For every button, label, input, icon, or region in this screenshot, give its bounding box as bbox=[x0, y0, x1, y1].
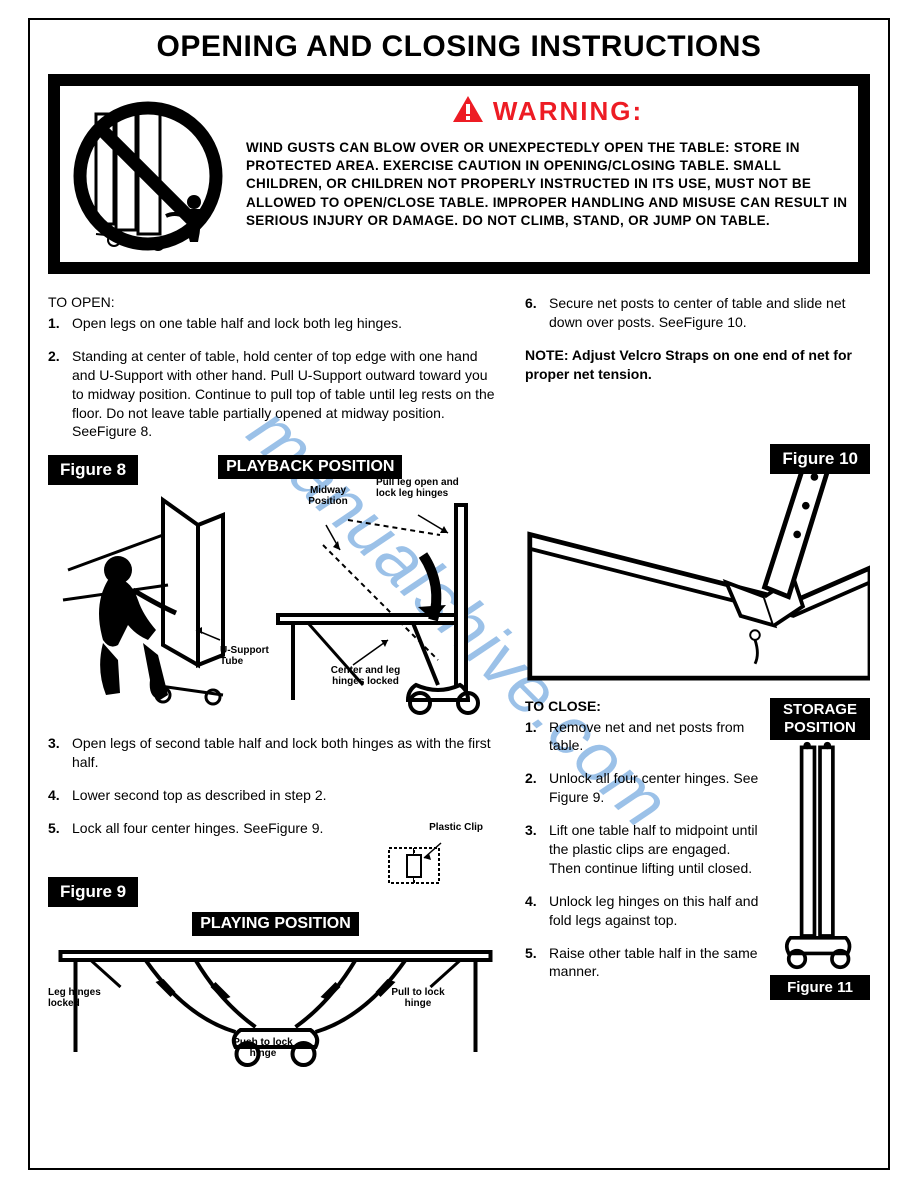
pull-leg-label: Pull leg open and lock leg hinges bbox=[376, 477, 471, 499]
step-num: 2. bbox=[48, 347, 72, 441]
figure-8-right-diagram: Midway Position Pull leg open and lock l… bbox=[268, 485, 503, 720]
figure-9-area: PLAYING POSITION bbox=[48, 912, 503, 1077]
open-step-2: 2. Standing at center of table, hold cen… bbox=[48, 347, 503, 441]
warning-word: WARNING: bbox=[493, 96, 643, 127]
warning-text: WIND GUSTS CAN BLOW OVER OR UNEXPECTEDLY… bbox=[246, 139, 848, 230]
step-num: 4. bbox=[525, 892, 549, 930]
u-support-label: U-Support Tube bbox=[220, 645, 275, 667]
to-close-header: TO CLOSE: bbox=[525, 698, 764, 714]
playing-header: PLAYING POSITION bbox=[192, 912, 359, 936]
step-num: 1. bbox=[525, 718, 549, 756]
right-column: 6. Secure net posts to center of table a… bbox=[525, 294, 870, 1077]
warning-triangle-icon bbox=[451, 94, 485, 129]
open-steps-c: 6. Secure net posts to center of table a… bbox=[525, 294, 870, 332]
pull-hinge-label: Pull to lock hinge bbox=[383, 987, 453, 1009]
close-step-3: 3. Lift one table half to midpoint until… bbox=[525, 821, 764, 878]
open-step-4: 4. Lower second top as described in step… bbox=[48, 786, 503, 805]
page-container: manualshive.com OPENING AND CLOSING INST… bbox=[28, 18, 890, 1170]
figure-11-label: Figure 11 bbox=[770, 975, 870, 1000]
step-num: 3. bbox=[525, 821, 549, 878]
warning-header: WARNING: bbox=[246, 94, 848, 129]
to-open-header: TO OPEN: bbox=[48, 294, 503, 310]
open-step-6: 6. Secure net posts to center of table a… bbox=[525, 294, 870, 332]
open-step-3: 3. Open legs of second table half and lo… bbox=[48, 734, 503, 772]
step-text: Unlock leg hinges on this half and fold … bbox=[549, 892, 764, 930]
step-num: 6. bbox=[525, 294, 549, 332]
step-text: Unlock all four center hinges. See Figur… bbox=[549, 769, 764, 807]
step-text: Lift one table half to midpoint until th… bbox=[549, 821, 764, 878]
step-num: 5. bbox=[525, 944, 549, 982]
step-num: 1. bbox=[48, 314, 72, 333]
center-leg-label: Center and leg hinges locked bbox=[323, 665, 408, 687]
storage-label: STORAGEPOSITION bbox=[770, 698, 870, 740]
step-text: Lower second top as described in step 2. bbox=[72, 786, 503, 805]
close-step-5: 5. Raise other table half in the same ma… bbox=[525, 944, 764, 982]
figure-8-label: Figure 8 bbox=[48, 455, 138, 485]
step-text: Secure net posts to center of table and … bbox=[549, 294, 870, 332]
warning-box: WARNING: WIND GUSTS CAN BLOW OVER OR UNE… bbox=[48, 74, 870, 274]
step-num: 4. bbox=[48, 786, 72, 805]
step-text: Remove net and net posts from table. bbox=[549, 718, 764, 756]
step-text: Open legs on one table half and lock bot… bbox=[72, 314, 503, 333]
figure-9-label: Figure 9 bbox=[48, 877, 138, 907]
figure-10-area: Figure 10 bbox=[525, 404, 870, 684]
content-columns: TO OPEN: 1. Open legs on one table half … bbox=[48, 294, 870, 1077]
velcro-note: NOTE: Adjust Velcro Straps on one end of… bbox=[525, 346, 870, 384]
prohibit-icon bbox=[66, 94, 236, 254]
step-num: 3. bbox=[48, 734, 72, 772]
warning-content: WARNING: WIND GUSTS CAN BLOW OVER OR UNE… bbox=[246, 94, 848, 254]
figure-8-area: Figure 8 PLAYBACK POSITION bbox=[48, 455, 503, 720]
playback-header: PLAYBACK POSITION bbox=[218, 455, 402, 479]
step-text: Open legs of second table half and lock … bbox=[72, 734, 503, 772]
step-text: Raise other table half in the same manne… bbox=[549, 944, 764, 982]
plastic-clip-area: Plastic Clip bbox=[379, 822, 483, 898]
step-text: Standing at center of table, hold center… bbox=[72, 347, 503, 441]
close-step-2: 2. Unlock all four center hinges. See Fi… bbox=[525, 769, 764, 807]
page-title: OPENING AND CLOSING INSTRUCTIONS bbox=[48, 30, 870, 64]
open-step-1: 1. Open legs on one table half and lock … bbox=[48, 314, 503, 333]
plastic-clip-label: Plastic Clip bbox=[429, 822, 483, 833]
open-steps-a: 1. Open legs on one table half and lock … bbox=[48, 314, 503, 441]
figure-10-label: Figure 10 bbox=[770, 444, 870, 474]
close-steps: 1. Remove net and net posts from table. … bbox=[525, 718, 764, 982]
storage-block: STORAGEPOSITION Figure 11 bbox=[770, 698, 870, 1000]
close-step-4: 4. Unlock leg hinges on this half and fo… bbox=[525, 892, 764, 930]
midway-label: Midway Position bbox=[303, 485, 353, 507]
push-hinge-label: Push to lock hinge bbox=[228, 1037, 298, 1059]
step-num: 5. bbox=[48, 819, 72, 838]
step-num: 2. bbox=[525, 769, 549, 807]
close-step-1: 1. Remove net and net posts from table. bbox=[525, 718, 764, 756]
figure-8-left-diagram: U-Support Tube bbox=[48, 485, 248, 720]
leg-locked-label: Leg hinges locked bbox=[48, 987, 118, 1009]
left-column: TO OPEN: 1. Open legs on one table half … bbox=[48, 294, 503, 1077]
